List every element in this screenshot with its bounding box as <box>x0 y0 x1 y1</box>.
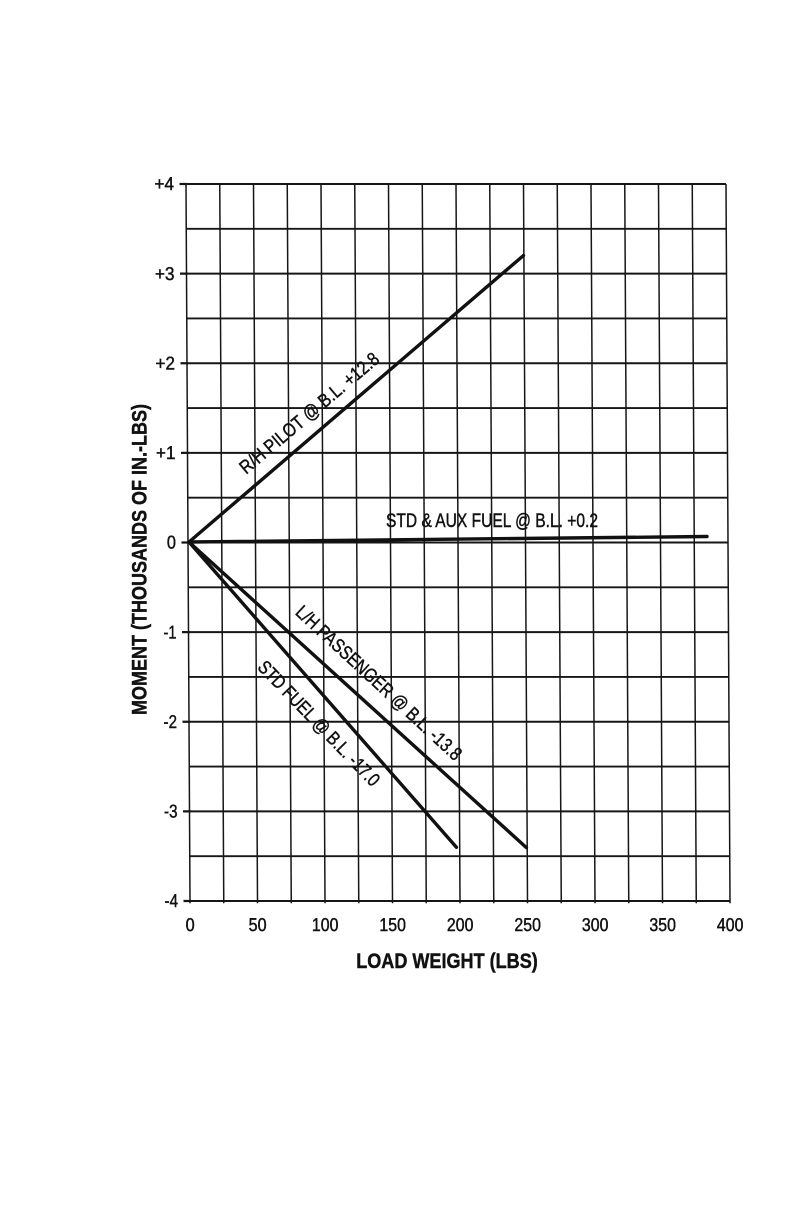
svg-text:LOAD WEIGHT (LBS): LOAD WEIGHT (LBS) <box>356 949 538 973</box>
svg-text:100: 100 <box>312 914 339 935</box>
svg-text:150: 150 <box>379 914 406 935</box>
svg-text:-2: -2 <box>163 711 177 732</box>
svg-text:-4: -4 <box>164 890 178 911</box>
svg-text:400: 400 <box>717 914 744 935</box>
svg-text:+4: +4 <box>154 173 174 194</box>
svg-text:300: 300 <box>582 914 609 935</box>
svg-text:+3: +3 <box>155 263 175 284</box>
svg-text:STD & AUX FUEL @ B.L. +0.2: STD & AUX FUEL @ B.L. +0.2 <box>386 511 598 532</box>
svg-text:250: 250 <box>514 914 541 935</box>
svg-text:MOMENT (THOUSANDS OF IN.-LBS): MOMENT (THOUSANDS OF IN.-LBS) <box>128 404 152 715</box>
svg-text:350: 350 <box>649 914 676 935</box>
svg-text:+2: +2 <box>155 352 175 373</box>
svg-text:50: 50 <box>249 914 267 935</box>
svg-text:-3: -3 <box>164 801 178 822</box>
svg-text:0: 0 <box>167 532 176 553</box>
svg-text:200: 200 <box>447 914 474 935</box>
svg-text:0: 0 <box>186 914 195 935</box>
svg-text:-1: -1 <box>163 621 176 642</box>
svg-text:+1: +1 <box>156 442 176 463</box>
